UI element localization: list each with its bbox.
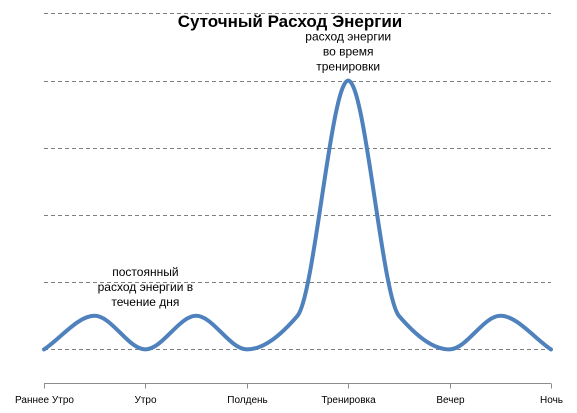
x-tick-label-0: Раннее Утро [15,395,74,406]
annotation-0-line-0: постоянный [112,265,178,279]
annotation-0-line-2: течение дня [111,295,179,309]
annotation-1-line-0: расход энергии [305,30,391,44]
x-tick-label-2: Полдень [227,395,268,406]
x-tick-label-1: Утро [134,395,156,406]
x-tick-label-5: Ночь [540,395,563,406]
x-tick-label-4: Вечер [436,395,465,406]
annotation-1-line-2: тренировки [316,60,380,74]
x-tick-label-3: Тренировка [321,395,376,406]
grid [44,13,551,350]
x-axis: Раннее Утро Утро Полдень Тренировка Вечер Ноч… [15,383,563,406]
annotation-1-line-1: во время [323,45,374,59]
annotation-0-line-1: расход энергии в [98,280,194,294]
series-line-0 [42,78,553,352]
chart-title: Суточный Расход Энергии [178,12,403,31]
series-layer [42,78,553,352]
